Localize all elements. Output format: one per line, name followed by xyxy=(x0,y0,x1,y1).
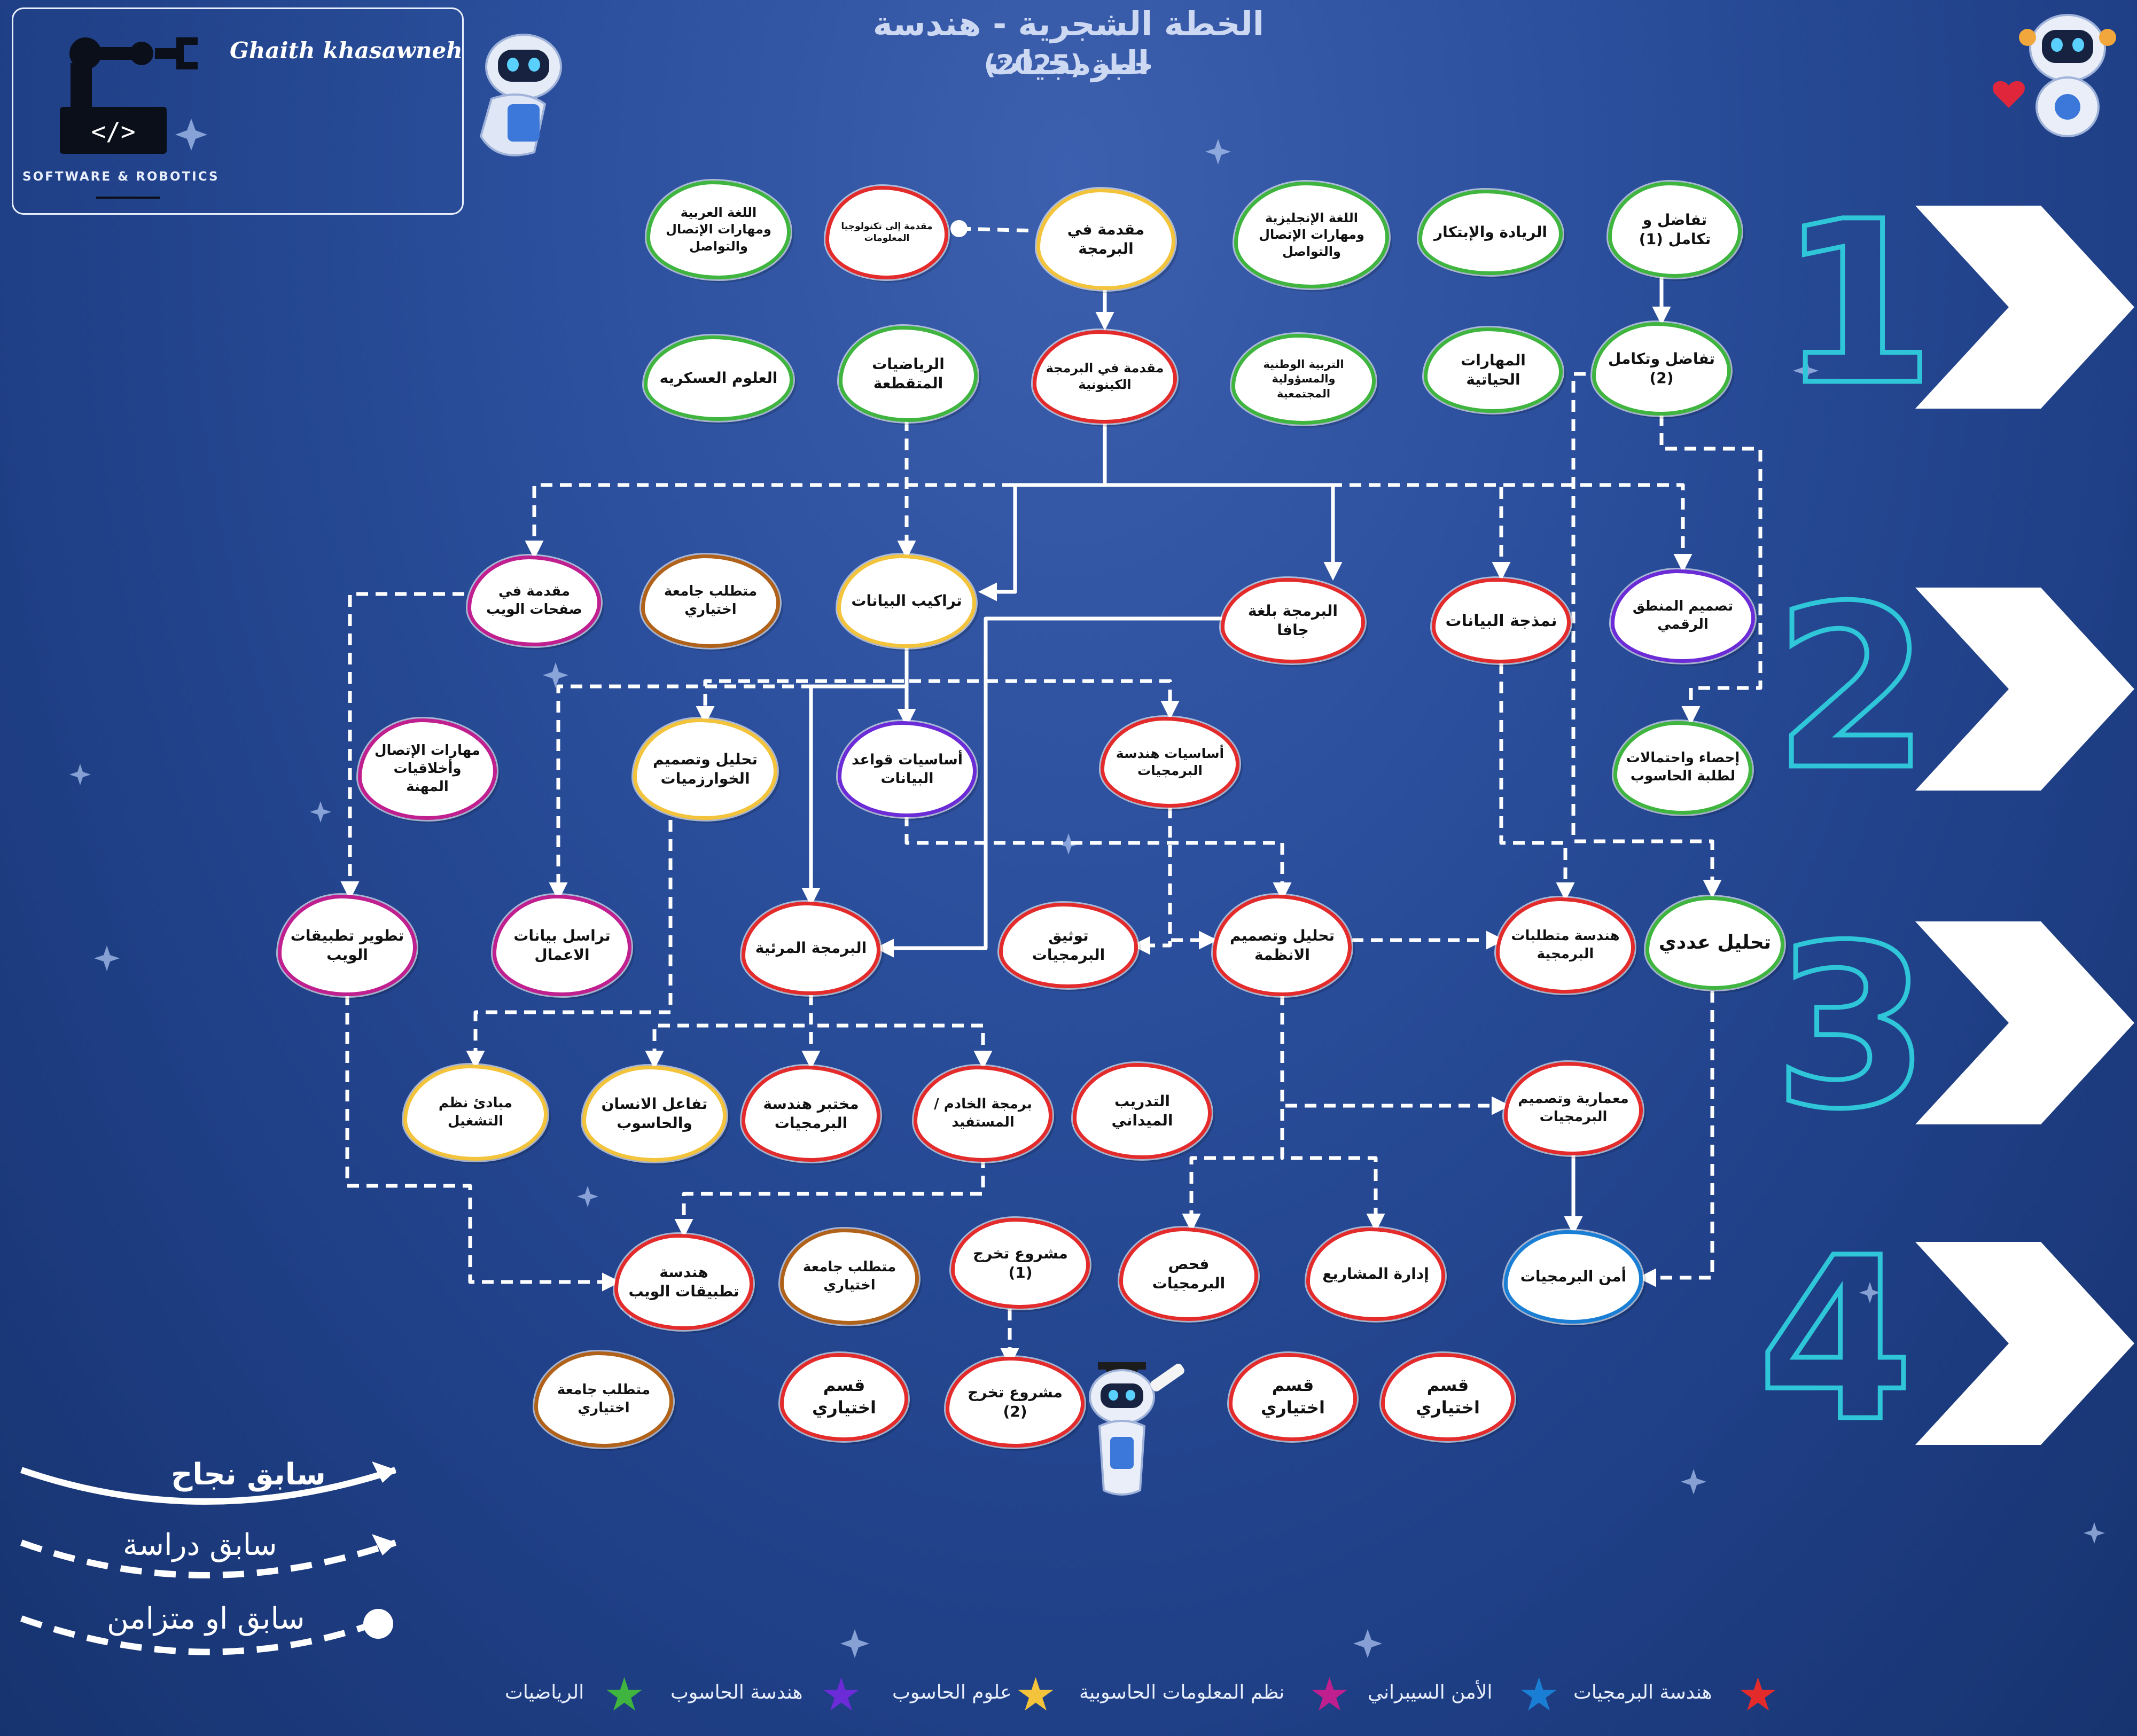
prereq-arrow-study xyxy=(1499,662,1575,901)
course-univ-elective-2: متطلب جامعة اختياري xyxy=(780,1229,919,1325)
prereq-arrow-study xyxy=(1103,422,1693,573)
track-label: الأمن السيبراني xyxy=(1368,1682,1493,1703)
course-military: العلوم العسكريه xyxy=(644,335,793,421)
author-name: Ghaith khasawneh xyxy=(230,37,463,64)
prereq-arrow-study xyxy=(1280,994,1510,1115)
svg-text:</>: </> xyxy=(91,117,135,146)
course-univ-elective-1: متطلب جامعة اختياري xyxy=(641,554,780,648)
prereq-arrow-study xyxy=(674,1156,985,1238)
course-web-intro: مقدمة في صفحات الويب xyxy=(467,556,601,646)
track-label: علوم الحاسوب xyxy=(892,1682,1012,1703)
course-sw-documentation: توثيق البرمجيات xyxy=(999,903,1138,988)
course-univ-elective-3: متطلب جامعة اختياري xyxy=(534,1351,673,1448)
course-bdc: تراسل بيانات الاعمال xyxy=(493,895,631,996)
course-se-lab: مختبر هندسة البرمجيات xyxy=(742,1066,880,1162)
course-sad: تحليل وتصميم الانظمة xyxy=(1213,895,1352,996)
course-grad-project-2: مشروع تخرج (2) xyxy=(946,1357,1085,1448)
course-national: التربية الوطنية والمسؤولية المجتمعية xyxy=(1231,334,1376,425)
prereq-arrow-study xyxy=(340,592,483,900)
course-statistics: إحصاء واحتمالات لطلبة الحاسوب xyxy=(1613,721,1752,815)
track-star-icon: ★ xyxy=(821,1668,862,1722)
course-testing: فحص البرمجيات xyxy=(1119,1227,1258,1321)
course-architecture: معمارية وتصميم البرمجيات xyxy=(1504,1061,1643,1155)
track-label: هندسة الحاسوب xyxy=(670,1682,803,1703)
course-project-mgmt: إدارة المشاريع xyxy=(1306,1227,1445,1321)
track-label: هندسة البرمجيات xyxy=(1573,1682,1712,1703)
track-label: الرياضيات xyxy=(505,1682,584,1703)
brand-name: SOFTWARE & ROBOTICS xyxy=(22,170,220,184)
prereq-arrow-success xyxy=(801,645,909,906)
course-calc2: تفاضل وتكامل (2) xyxy=(1592,322,1731,416)
track-star-icon: ★ xyxy=(1015,1668,1057,1722)
course-discrete: الرياضيات المتقطعة xyxy=(839,326,978,422)
logo-panel xyxy=(12,7,464,215)
course-numerical: تحليل عددي xyxy=(1645,896,1784,990)
prereq-arrow-study xyxy=(1571,372,1722,898)
prereq-arrow-study xyxy=(525,422,1107,559)
course-calc1: تفاضل و تكامل (1) xyxy=(1608,182,1742,278)
track-label: نظم المعلومات الحاسوبية xyxy=(1079,1682,1285,1703)
course-web-eng: هندسة تطبيقات الويب xyxy=(614,1234,753,1330)
course-oop: مقدمة في البرمجة الكينونية xyxy=(1033,330,1177,424)
prereq-arrow-study xyxy=(1659,414,1762,725)
page-title: الخطة الشجرية - هندسة البرمجيات xyxy=(872,4,1265,82)
course-ethics: مهارات الإتصال وأخلاقيات المهنة xyxy=(358,718,497,820)
course-visual-prog: البرمجة المرئية xyxy=(742,901,880,995)
course-web-apps-dev: تطوير تطبيقات الويب xyxy=(278,895,417,996)
prereq-arrow-study xyxy=(904,815,1292,901)
year-1-number: 1 xyxy=(1776,174,1937,435)
course-hci: تفاعل الانسان والحاسوب xyxy=(582,1066,727,1162)
track-star-icon: ★ xyxy=(604,1668,645,1722)
course-algorithms: تحليل وتصميم الخوارزميات xyxy=(633,718,777,820)
page-subtitle: خطة (2025) xyxy=(984,49,1153,80)
course-entrepreneurship: الريادة والإبتكار xyxy=(1418,190,1563,275)
prereq-arrow-study xyxy=(904,645,1180,720)
course-grad-project-1: مشروع تخرج (1) xyxy=(951,1218,1090,1309)
prereq-arrow-study xyxy=(345,994,621,1292)
course-digital-logic: تصميم المنطق الرقمي xyxy=(1611,569,1755,663)
course-intro-prog: مقدمة في البرمجة xyxy=(1036,189,1175,290)
prereq-arrow-study xyxy=(466,820,673,1069)
course-java: البرمجة بلغة جافا xyxy=(1221,578,1365,663)
course-intro-it: مقدمة إلى تكنولوجيا المعلومات xyxy=(825,185,948,279)
legend-concurrent-label: سابق او متزامن xyxy=(107,1601,305,1636)
course-data-structures: تراكيب البيانات xyxy=(837,554,976,648)
course-dept-elective-3: قسم اختياري xyxy=(1381,1352,1515,1441)
year-3-number: 3 xyxy=(1771,897,1932,1159)
legend-success-label: سابق نجاح xyxy=(171,1457,326,1492)
track-star-icon: ★ xyxy=(1309,1668,1351,1722)
course-requirements: هندسة متطلبات البرمجية xyxy=(1496,897,1635,994)
prereq-arrow-concurrent xyxy=(958,226,1036,233)
prereq-arrow-study xyxy=(1637,991,1714,1287)
course-data-modeling: نمذجة البيانات xyxy=(1432,578,1571,663)
course-os: مبادئ نظم التشغيل xyxy=(403,1065,548,1161)
course-db-fundamentals: أساسيات قواعد البيانات xyxy=(838,721,977,817)
course-se-fundamentals: أساسيات هندسة البرمجيات xyxy=(1101,717,1239,808)
track-star-icon: ★ xyxy=(1737,1668,1779,1722)
prereq-arrow-success xyxy=(875,616,1255,958)
course-arabic: اللغة العربية ومهارات الإتصال والتواصل xyxy=(646,180,791,279)
course-life-skills: المهارات الحياتية xyxy=(1424,327,1563,413)
course-sw-security: أمن البرمجيات xyxy=(1504,1230,1643,1324)
course-dept-elective-1: قسم اختياري xyxy=(780,1352,908,1441)
year-4-number: 4 xyxy=(1755,1210,1916,1471)
year-2-number: 2 xyxy=(1771,558,1932,819)
course-training: التدريب الميداني xyxy=(1073,1063,1212,1159)
course-english: اللغة الإنجليزية ومهارات الإتصال والتواص… xyxy=(1234,182,1389,288)
prereq-arrow-study xyxy=(809,994,993,1069)
course-dept-elective-2: قسم اختياري xyxy=(1229,1352,1357,1441)
prereq-arrow-study xyxy=(696,645,909,725)
track-star-icon: ★ xyxy=(1518,1668,1560,1722)
course-client-server: برمجة الخادم / المستفيد xyxy=(914,1066,1052,1162)
legend-study-label: سابق دراسة xyxy=(123,1528,277,1562)
prereq-arrow-study xyxy=(1280,994,1385,1232)
prereq-arrow-study xyxy=(1168,807,1218,950)
